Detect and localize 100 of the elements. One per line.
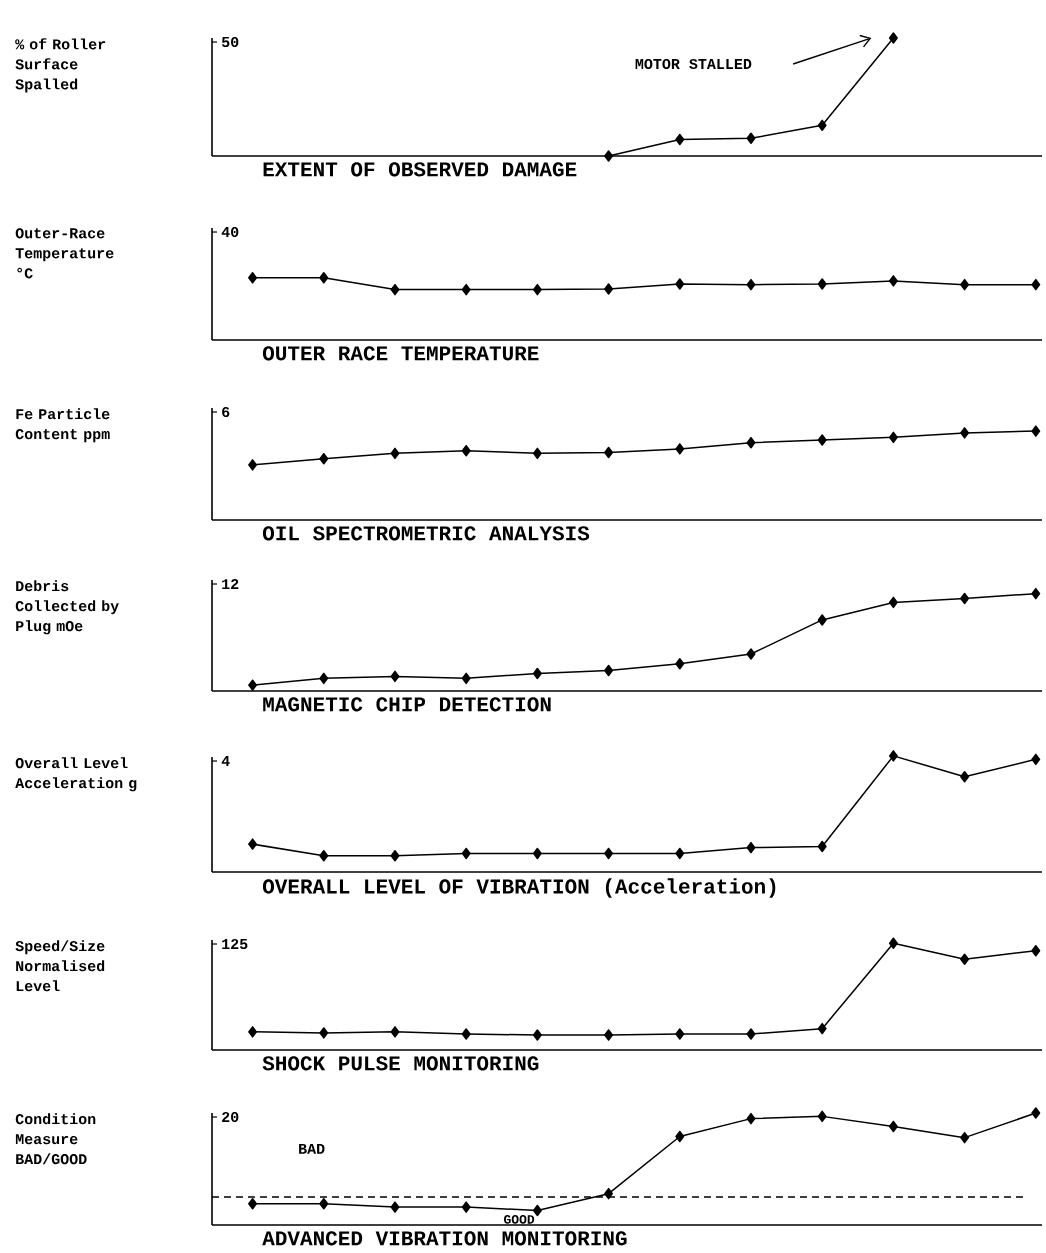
point	[746, 648, 756, 660]
point	[319, 272, 329, 284]
point	[817, 278, 827, 290]
y-axis-title: % of Roller Surface Spalled	[15, 38, 106, 93]
point	[390, 850, 400, 862]
point	[675, 847, 685, 860]
point	[390, 1026, 400, 1038]
point	[817, 614, 827, 626]
point	[675, 443, 685, 455]
point	[888, 431, 898, 444]
point	[248, 272, 258, 284]
point	[461, 283, 471, 296]
point	[604, 664, 614, 677]
text: OVERALL LEVEL OF VIBRATION (Acceleration)	[262, 878, 776, 898]
point	[604, 847, 614, 860]
point	[1031, 587, 1041, 600]
point	[888, 32, 898, 44]
point	[248, 459, 258, 471]
point	[1031, 278, 1041, 291]
y-axis-title: Overall Level Acceleration g	[15, 757, 137, 792]
point	[817, 1022, 827, 1035]
point	[1031, 944, 1041, 957]
point	[248, 838, 258, 850]
point	[319, 850, 329, 862]
annotation: 4	[221, 756, 230, 766]
point	[675, 133, 685, 146]
point	[960, 771, 970, 783]
point	[390, 670, 400, 683]
point	[746, 436, 756, 449]
point	[675, 1028, 685, 1040]
point	[888, 275, 898, 287]
point	[319, 1027, 329, 1039]
y-axis-title: Speed/Size Normalised Level	[15, 940, 105, 992]
point	[461, 847, 471, 860]
annotation: GOOD	[503, 1214, 535, 1224]
text: OUTER RACE TEMPERATURE	[262, 346, 539, 361]
point	[746, 841, 756, 854]
point	[817, 840, 827, 853]
point	[319, 452, 329, 465]
y-axis-title: Debris Collected by Plug mOe	[15, 580, 119, 635]
point	[960, 427, 970, 439]
point	[817, 434, 827, 446]
point	[746, 1112, 756, 1125]
point	[1031, 753, 1041, 766]
point	[319, 1197, 329, 1210]
text: 6	[222, 406, 230, 418]
annotation: BAD	[299, 1143, 325, 1154]
point	[888, 937, 898, 949]
text: EXTENT OF OBSERVED DAMAGE	[263, 162, 577, 177]
point	[532, 1029, 542, 1041]
text: 40	[221, 226, 239, 238]
point	[461, 672, 471, 685]
point	[319, 672, 329, 685]
point	[675, 278, 685, 290]
point	[746, 1028, 756, 1040]
y-axis-title: Outer-Race Temperature °C	[15, 228, 114, 279]
text: SHOCK PULSE MONITORING	[262, 1056, 539, 1071]
point	[817, 1110, 827, 1123]
annotation: 125	[222, 938, 248, 950]
point	[461, 1201, 471, 1213]
y-axis-title: Fe Particle Content ppm	[15, 408, 110, 443]
point	[604, 1187, 614, 1200]
point	[461, 1028, 471, 1040]
text: OIL SPECTROMETRIC ANALYSIS	[262, 526, 590, 541]
point	[390, 447, 400, 460]
point	[248, 1026, 258, 1038]
point	[960, 953, 970, 965]
point	[532, 847, 542, 860]
point	[746, 278, 756, 291]
point	[532, 283, 542, 296]
point	[817, 119, 827, 132]
point	[1031, 425, 1041, 437]
point	[675, 1130, 685, 1143]
point	[532, 447, 542, 460]
point	[248, 679, 258, 691]
point	[960, 278, 970, 291]
text: MAGNETIC CHIP DETECTION	[263, 697, 551, 712]
point	[960, 1131, 970, 1144]
annotation: 50	[221, 36, 239, 48]
point	[532, 667, 542, 680]
point	[532, 1204, 542, 1217]
point	[390, 283, 400, 296]
annotation: 20	[222, 1111, 239, 1123]
annotation: MOTOR STALLED	[635, 58, 752, 70]
point	[960, 592, 970, 605]
point	[888, 596, 898, 609]
point	[888, 1120, 898, 1133]
point	[1031, 1107, 1041, 1119]
text: ADVANCED VIBRATION MONITORING	[262, 1231, 627, 1246]
point	[248, 1197, 258, 1210]
point	[604, 150, 614, 162]
point	[675, 658, 685, 670]
point	[604, 446, 614, 459]
text: 12	[222, 578, 239, 590]
point	[604, 1029, 614, 1041]
point	[461, 444, 471, 457]
point	[746, 132, 756, 145]
point	[390, 1201, 400, 1213]
y-axis-title: Condition Measure BAD/GOOD	[15, 1113, 96, 1165]
point	[604, 283, 614, 295]
